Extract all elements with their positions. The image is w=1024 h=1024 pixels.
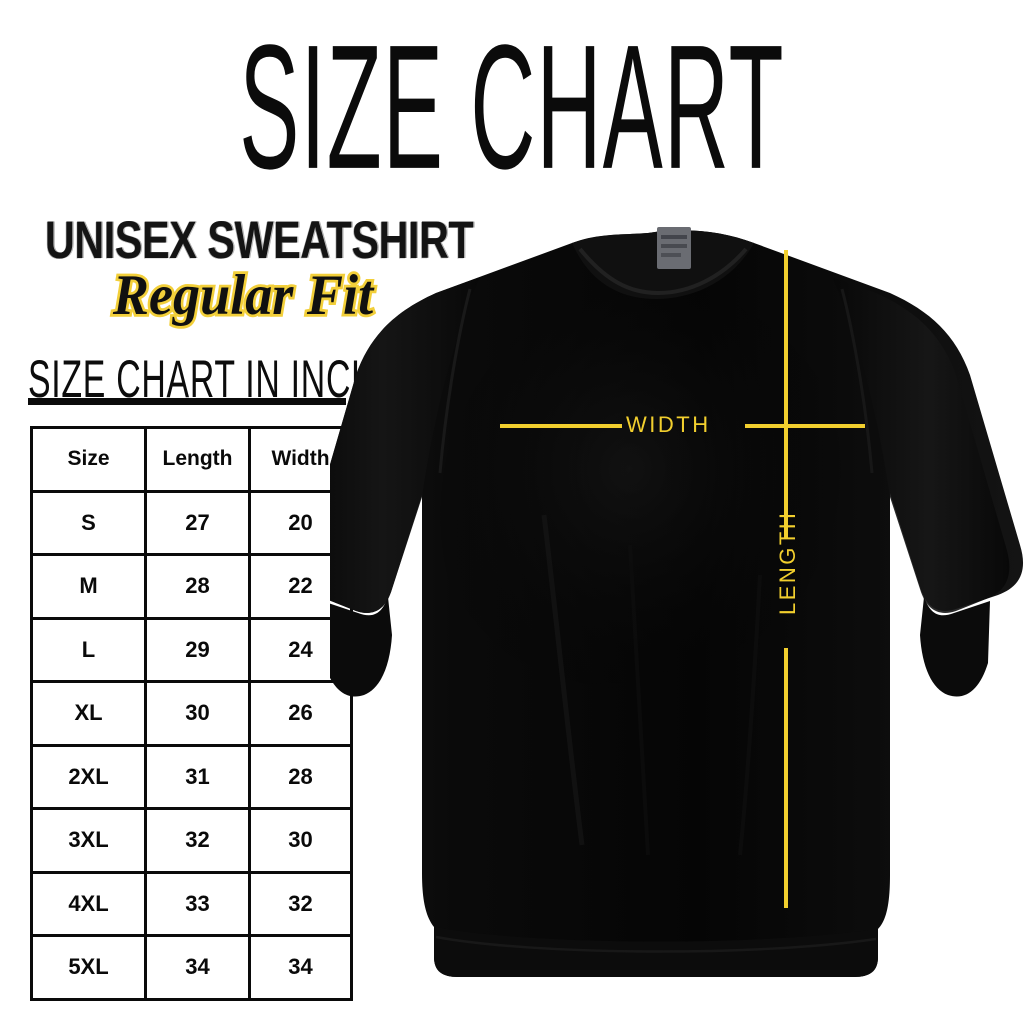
table-row: 5XL 34 34: [30, 934, 353, 1001]
cell-length: 31: [144, 743, 251, 810]
cell-size: L: [30, 616, 147, 683]
cell-length: 30: [144, 680, 251, 747]
cell-size: 4XL: [30, 870, 147, 937]
cell-size: XL: [30, 680, 147, 747]
cell-length: 34: [144, 934, 251, 1001]
table-row: 4XL 33 32: [30, 870, 353, 937]
cell-length: 33: [144, 870, 251, 937]
size-chart-table: Size Length Width S 27 20 M 28 22 L 29 2…: [30, 426, 353, 1001]
page-title: SIZE CHART: [239, 7, 785, 206]
cell-size: S: [30, 489, 147, 556]
cell-size: 3XL: [30, 807, 147, 874]
cell-width: 30: [248, 807, 353, 874]
cell-width: 32: [248, 870, 353, 937]
table-row: 3XL 32 30: [30, 807, 353, 874]
column-header-size: Size: [30, 426, 147, 493]
table-row: XL 30 26: [30, 680, 353, 747]
brand-tag-icon: [657, 227, 691, 269]
cell-length: 29: [144, 616, 251, 683]
cell-length: 32: [144, 807, 251, 874]
table-row: 2XL 31 28: [30, 743, 353, 810]
cell-width: 28: [248, 743, 353, 810]
cell-width: 34: [248, 934, 353, 1001]
sweatshirt-illustration: [330, 215, 1024, 1015]
units-heading-underline: [28, 398, 346, 405]
cell-length: 27: [144, 489, 251, 556]
cell-size: 5XL: [30, 934, 147, 1001]
table-row: S 27 20: [30, 489, 353, 556]
cell-size: M: [30, 553, 147, 620]
fit-type-heading: Regular Fit: [110, 263, 376, 329]
garment-body-shape: [330, 230, 1023, 977]
table-row: M 28 22: [30, 553, 353, 620]
cell-length: 28: [144, 553, 251, 620]
cell-size: 2XL: [30, 743, 147, 810]
product-name-heading: UNISEX SWEATSHIRT: [45, 209, 474, 269]
table-header-row: Size Length Width: [30, 426, 353, 493]
column-header-length: Length: [144, 426, 251, 493]
table-row: L 29 24: [30, 616, 353, 683]
cell-width: 26: [248, 680, 353, 747]
